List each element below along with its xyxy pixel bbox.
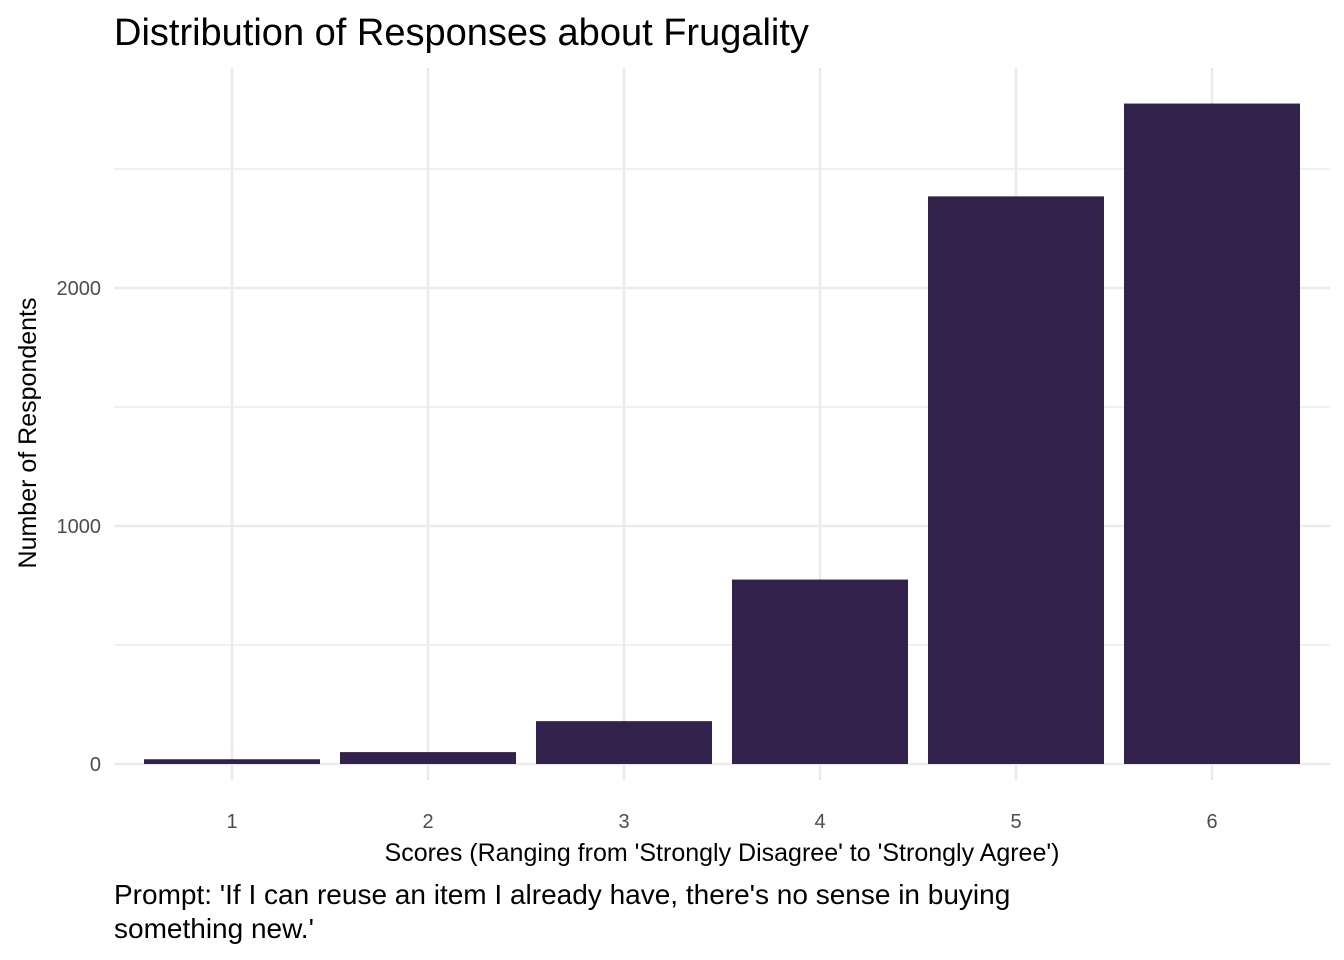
x-axis-title: Scores (Ranging from 'Strongly Disagree'… — [385, 839, 1060, 867]
bar-3 — [536, 721, 712, 764]
bar-2 — [340, 752, 516, 764]
x-tick-label: 6 — [1206, 811, 1217, 833]
y-tick-labels: 0 1000 2000 — [57, 278, 102, 776]
x-tick-labels: 1 2 3 4 5 6 — [226, 811, 1217, 833]
bar-5 — [928, 196, 1104, 764]
y-tick-label: 1000 — [57, 516, 102, 538]
y-tick-label: 0 — [90, 754, 101, 776]
x-tick-label: 4 — [814, 811, 825, 833]
x-tick-label: 1 — [226, 811, 237, 833]
x-tick-label: 3 — [618, 811, 629, 833]
y-axis-title: Number of Respondents — [14, 298, 42, 569]
bars — [144, 103, 1300, 765]
caption-line-2: something new.' — [114, 913, 314, 944]
x-tick-label: 2 — [422, 811, 433, 833]
chart-title: Distribution of Responses about Frugalit… — [114, 12, 809, 54]
bar-6 — [1124, 103, 1300, 765]
bar-1 — [144, 759, 320, 764]
bar-4 — [732, 579, 908, 764]
caption-line-1: Prompt: 'If I can reuse an item I alread… — [114, 879, 1010, 910]
x-tick-label: 5 — [1010, 811, 1021, 833]
y-tick-label: 2000 — [57, 278, 102, 300]
